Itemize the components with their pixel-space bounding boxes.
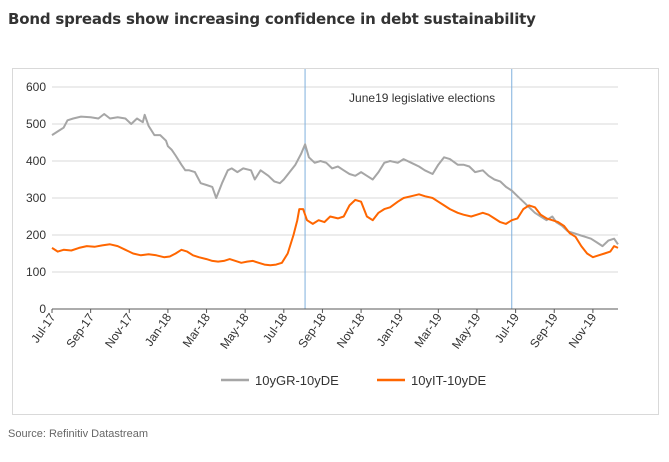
x-tick-Mar-18: Mar-18 <box>180 310 213 349</box>
chart-frame: 0 100 200 300 400 500 600 Jul-17 Sep-17 Nov-17 Ja… <box>12 68 659 415</box>
x-tick-Jul-19: Jul-19 <box>492 310 522 345</box>
x-tick-Nov-18: Nov-18 <box>334 310 368 350</box>
source-note: Source: Refinitiv Datastream <box>8 428 148 440</box>
x-tick-labels: Jul-17 Sep-17 Nov-17 Jan-18 Mar-18 May-18 Jul-… <box>28 310 599 351</box>
x-tick-May-18: May-18 <box>217 310 252 351</box>
series-lines <box>51 113 619 267</box>
event-lines <box>304 69 513 309</box>
x-tick-Sep-17: Sep-17 <box>63 310 97 350</box>
x-tick-Nov-17: Nov-17 <box>102 310 136 350</box>
x-tick-Nov-19: Nov-19 <box>566 310 600 350</box>
legend-label-10yGR-10yDE: 10yGR-10yDE <box>255 373 339 388</box>
x-tick-Jul-17: Jul-17 <box>28 310 58 345</box>
y-tick-labels: 0 100 200 300 400 500 600 <box>26 80 46 316</box>
gridlines <box>52 86 618 273</box>
y-tick-200: 200 <box>26 228 46 242</box>
annotation-june19-elections: June19 legislative elections <box>349 91 495 105</box>
legend-label-10yIT-10yDE: 10yIT-10yDE <box>411 373 486 388</box>
y-tick-400: 400 <box>26 154 46 168</box>
series-line-10yIT-10yDE <box>51 193 619 267</box>
x-tick-Mar-19: Mar-19 <box>412 310 445 349</box>
y-tick-100: 100 <box>26 265 46 279</box>
y-tick-300: 300 <box>26 191 46 205</box>
chart-title: Bond spreads show increasing confidence … <box>8 10 536 28</box>
x-tick-Sep-19: Sep-19 <box>527 310 561 350</box>
axes <box>51 308 618 313</box>
x-tick-Sep-18: Sep-18 <box>295 310 329 350</box>
y-tick-500: 500 <box>26 117 46 131</box>
x-tick-Jul-18: Jul-18 <box>260 310 290 345</box>
x-tick-Jan-18: Jan-18 <box>142 310 175 348</box>
y-tick-0: 0 <box>39 302 46 316</box>
x-tick-May-19: May-19 <box>449 310 484 351</box>
y-tick-600: 600 <box>26 80 46 94</box>
series-line-10yGR-10yDE <box>51 113 619 248</box>
legend: 10yGR-10yDE 10yIT-10yDE <box>221 373 486 388</box>
x-tick-Jan-19: Jan-19 <box>374 310 407 348</box>
